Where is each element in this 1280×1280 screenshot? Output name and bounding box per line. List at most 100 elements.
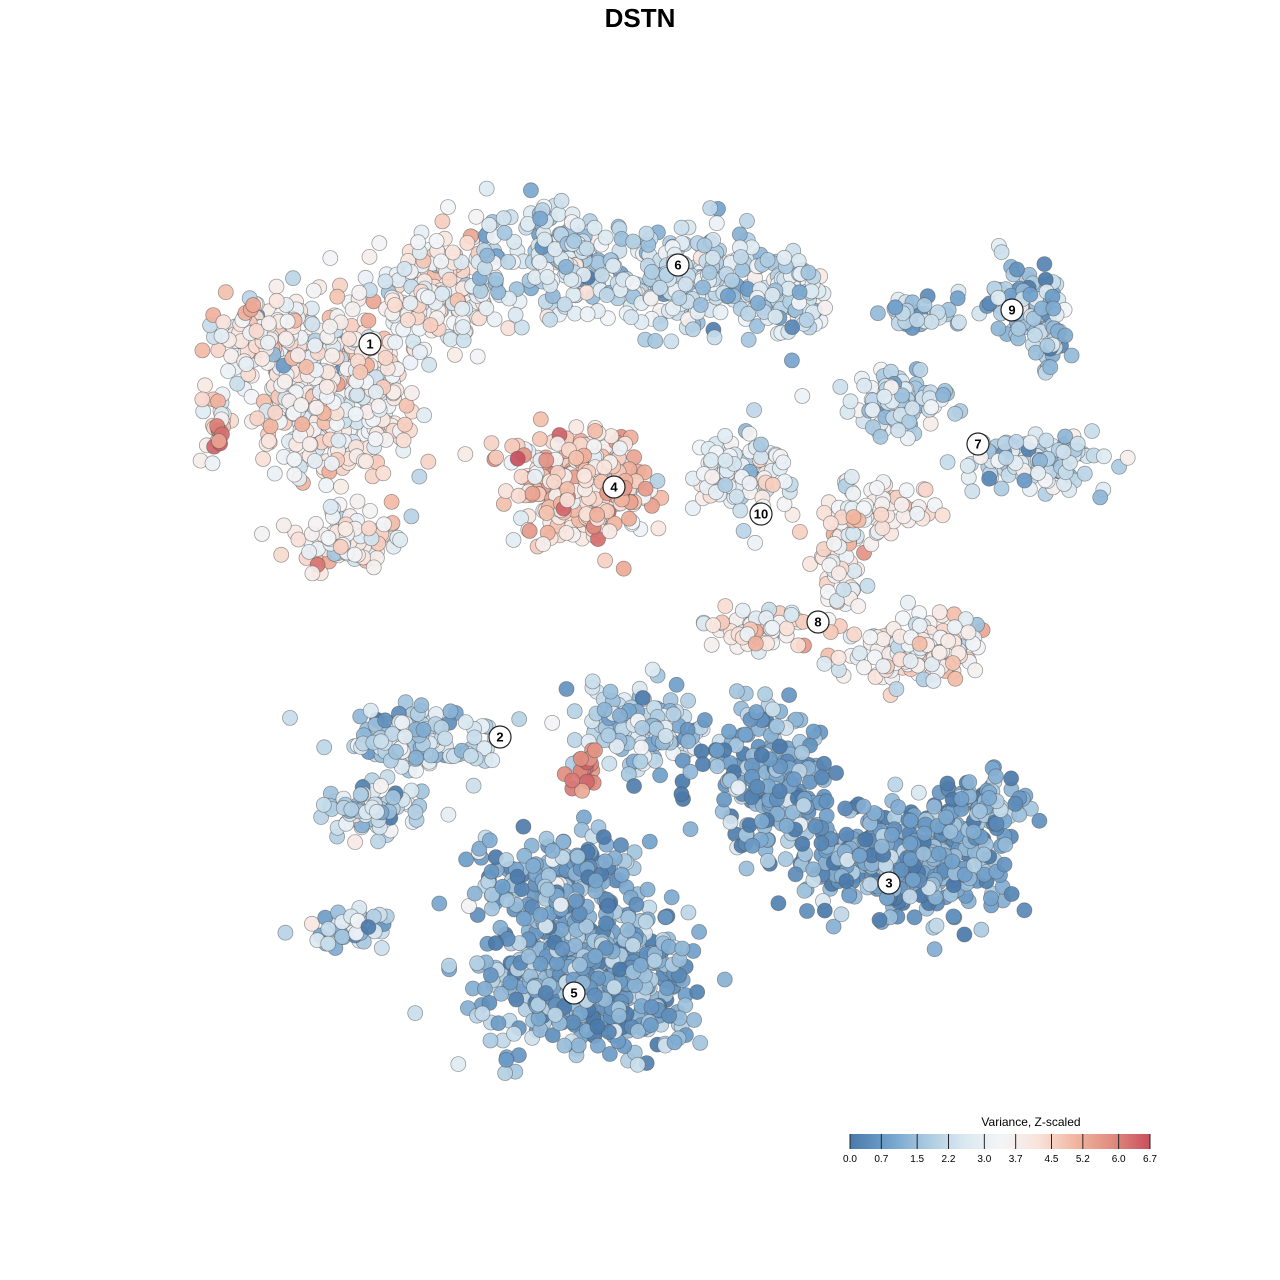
data-point	[462, 747, 479, 764]
data-point	[873, 838, 890, 855]
data-point	[871, 912, 888, 928]
data-point	[507, 306, 524, 323]
data-point	[578, 284, 595, 301]
data-point	[332, 539, 349, 555]
data-point	[753, 813, 770, 830]
data-point	[857, 831, 874, 848]
data-point	[260, 315, 277, 332]
data-point	[215, 314, 232, 331]
data-point	[959, 457, 976, 474]
data-point	[509, 868, 526, 885]
data-point	[771, 783, 788, 800]
data-point	[558, 681, 575, 697]
data-point	[386, 297, 403, 313]
data-point	[481, 217, 498, 233]
data-point	[499, 892, 515, 909]
data-point	[837, 800, 854, 817]
data-point	[357, 453, 374, 470]
data-point	[538, 452, 555, 469]
data-point	[568, 419, 585, 436]
data-point	[552, 896, 569, 913]
data-point	[593, 267, 610, 284]
data-point	[276, 373, 293, 390]
data-point	[663, 333, 680, 350]
data-point	[722, 814, 739, 831]
data-point	[973, 921, 990, 938]
data-point	[691, 924, 707, 940]
data-point	[457, 446, 474, 463]
data-point	[515, 910, 532, 927]
data-point	[217, 284, 234, 301]
data-point	[455, 319, 472, 336]
data-point	[377, 273, 394, 290]
data-point	[741, 475, 758, 492]
cluster-label-text: 3	[885, 876, 892, 891]
data-point	[479, 247, 496, 264]
data-point	[308, 399, 325, 416]
data-point	[677, 276, 694, 293]
data-point	[547, 1006, 564, 1023]
data-point	[778, 817, 795, 834]
data-point	[944, 853, 961, 870]
data-point	[469, 955, 486, 972]
data-point	[712, 304, 729, 321]
data-point	[513, 468, 530, 485]
data-point	[531, 254, 548, 271]
data-point	[905, 871, 921, 888]
data-point	[532, 210, 549, 227]
data-point	[644, 661, 661, 678]
data-point	[546, 473, 562, 490]
data-point	[486, 311, 503, 328]
data-point	[361, 248, 378, 265]
data-point	[377, 712, 394, 729]
data-point	[500, 253, 517, 270]
data-point	[367, 431, 384, 448]
data-point	[1008, 433, 1025, 450]
data-point	[334, 928, 351, 945]
data-point	[611, 1008, 628, 1024]
data-point	[421, 356, 438, 373]
data-point	[887, 776, 904, 793]
data-point	[770, 895, 787, 912]
data-point	[775, 454, 792, 471]
data-point	[388, 743, 404, 760]
data-point	[573, 750, 589, 767]
data-point	[506, 233, 523, 250]
data-point	[487, 935, 504, 951]
data-point	[1003, 886, 1020, 902]
data-point	[779, 620, 795, 637]
data-point	[420, 289, 437, 306]
data-point	[286, 466, 303, 483]
data-point	[372, 778, 389, 794]
data-point	[301, 436, 318, 453]
data-point	[322, 498, 339, 515]
data-point	[874, 520, 891, 536]
data-point	[482, 967, 499, 983]
data-point	[500, 320, 517, 337]
data-point	[318, 477, 335, 494]
data-point	[841, 887, 858, 904]
data-point	[856, 659, 872, 676]
data-point	[695, 279, 711, 296]
data-point	[708, 215, 725, 232]
data-point	[702, 200, 719, 217]
data-point	[739, 212, 755, 229]
data-point	[850, 598, 867, 614]
cluster-label-text: 4	[610, 480, 618, 495]
data-point	[740, 331, 757, 348]
data-point	[598, 287, 615, 304]
data-point	[441, 271, 458, 288]
data-point	[268, 278, 285, 295]
data-point	[835, 581, 852, 598]
data-point	[329, 288, 346, 305]
data-point	[344, 301, 361, 318]
data-point	[696, 237, 713, 254]
data-point	[981, 470, 998, 487]
data-point	[346, 546, 363, 563]
data-point	[488, 449, 505, 466]
data-point	[1010, 320, 1027, 337]
data-point	[665, 706, 682, 723]
data-point	[673, 219, 690, 236]
data-point	[194, 342, 211, 359]
data-point	[413, 697, 430, 714]
